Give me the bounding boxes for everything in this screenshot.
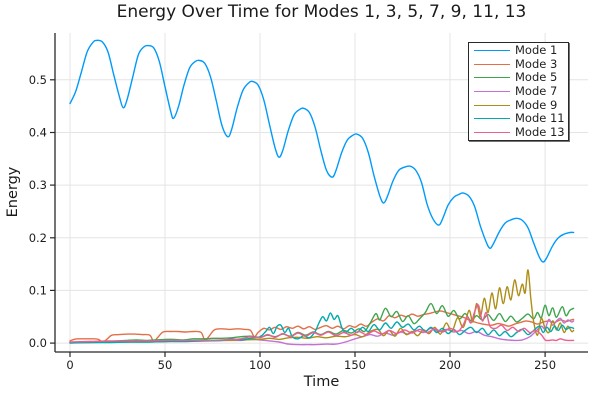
y-tick-label: 0.1: [29, 283, 47, 297]
y-tick-label: 0.2: [29, 231, 47, 245]
legend-item-mode-13: Mode 13: [469, 124, 568, 139]
y-tick-label: 0.4: [29, 126, 47, 140]
x-axis-label: Time: [303, 374, 340, 390]
legend-swatch-mode-5: [474, 77, 510, 79]
x-tick-label: 250: [534, 358, 556, 372]
legend-item-mode-11: Mode 11: [469, 112, 568, 125]
legend-swatch-mode-13: [474, 131, 510, 133]
series-line-mode-13: [69, 304, 575, 343]
legend-swatch-mode-9: [474, 104, 510, 106]
legend-swatch-mode-1: [474, 50, 510, 52]
legend-label-mode-7: Mode 7: [515, 83, 558, 98]
legend-label-mode-5: Mode 5: [515, 70, 558, 85]
y-axis-label: Energy: [5, 166, 21, 218]
x-tick-label: 0: [66, 358, 73, 372]
legend-item-mode-7: Mode 7: [469, 83, 568, 98]
chart-title: Energy Over Time for Modes 1, 3, 5, 7, 9…: [116, 2, 527, 22]
legend-swatch-mode-3: [474, 63, 510, 65]
y-tick-label: 0.5: [29, 73, 47, 87]
series-line-mode-1: [69, 39, 575, 263]
series-line-mode-5: [69, 302, 575, 344]
legend-label-mode-13: Mode 13: [515, 124, 565, 139]
legend-label-mode-1: Mode 1: [515, 43, 558, 58]
x-tick-label: 200: [439, 358, 461, 372]
y-tick-label: 0.3: [29, 178, 47, 192]
y-tick-label: 0.0: [29, 336, 47, 350]
legend-swatch-mode-11: [474, 118, 510, 120]
x-tick-label: 50: [158, 358, 173, 372]
series-line-mode-9: [69, 269, 575, 344]
legend-label-mode-9: Mode 9: [515, 97, 558, 112]
legend-item-mode-1: Mode 1: [469, 44, 568, 57]
x-tick-label: 100: [249, 358, 271, 372]
x-tick-label: 150: [344, 358, 366, 372]
legend-item-mode-9: Mode 9: [469, 97, 568, 112]
legend-item-mode-3: Mode 3: [469, 56, 568, 71]
legend-item-mode-5: Mode 5: [469, 71, 568, 84]
legend: Mode 1 Mode 3 Mode 5 Mode 7 Mode 9 Mode 11 Mod…: [468, 42, 569, 141]
series-line-mode-11: [69, 312, 575, 344]
legend-swatch-mode-7: [474, 90, 510, 92]
legend-label-mode-3: Mode 3: [515, 56, 558, 71]
legend-label-mode-11: Mode 11: [515, 111, 565, 126]
